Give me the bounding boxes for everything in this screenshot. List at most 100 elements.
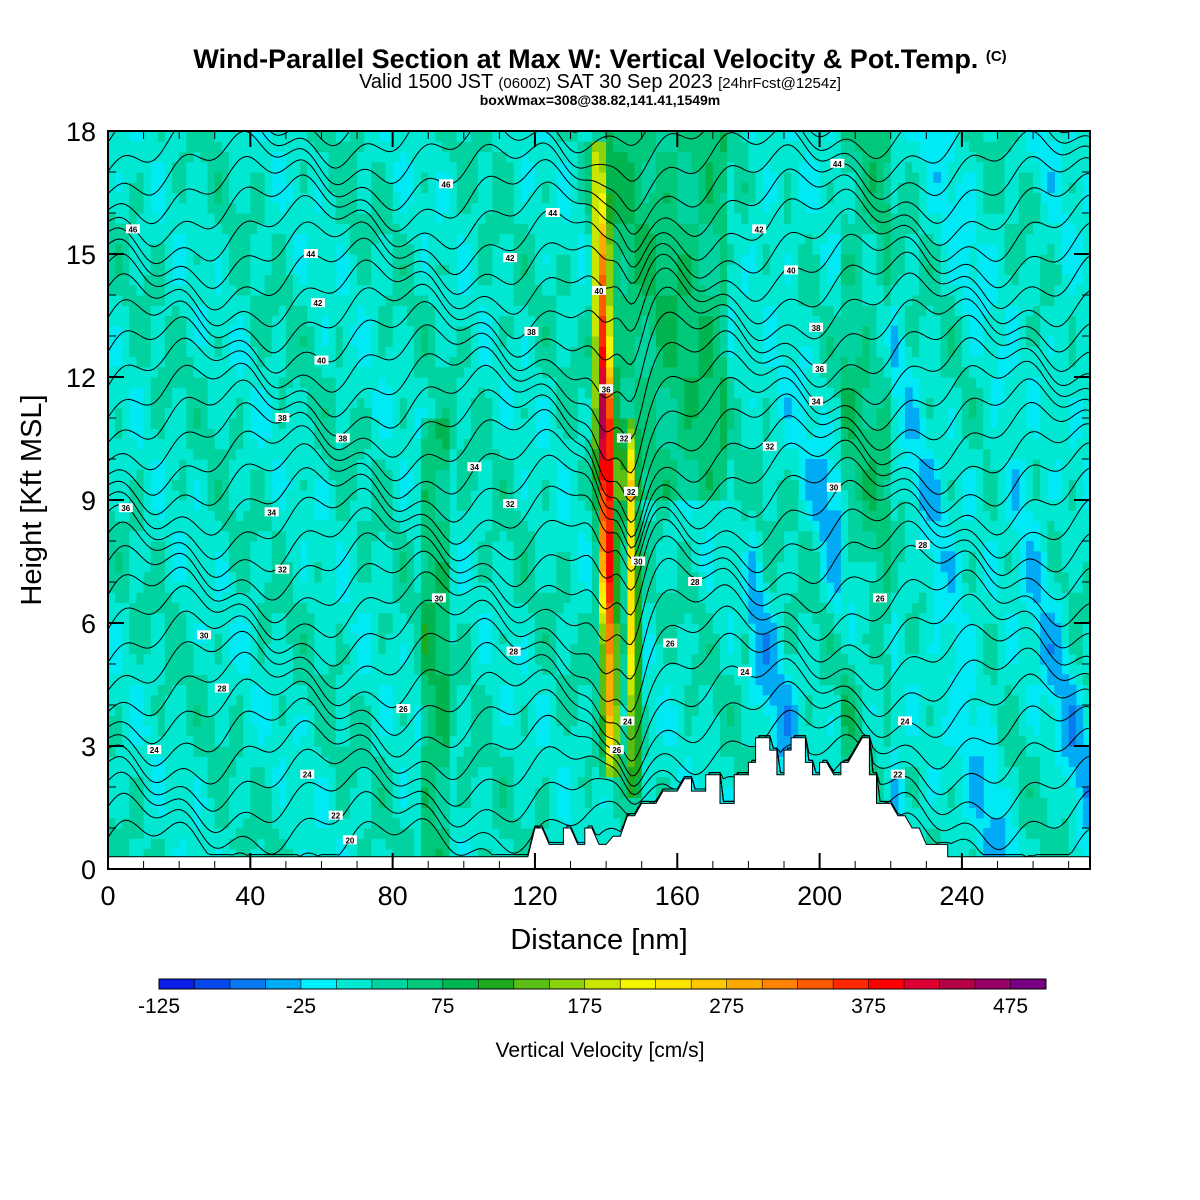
velocity-cell: [136, 674, 145, 686]
velocity-cell: [499, 807, 508, 819]
velocity-cell: [257, 541, 266, 552]
velocity-cell: [556, 571, 564, 583]
velocity-cell: [385, 325, 394, 337]
velocity-cell: [478, 469, 486, 481]
velocity-cell: [136, 448, 145, 460]
velocity-cell: [406, 418, 415, 429]
velocity-cell: [406, 305, 415, 317]
velocity-cell: [193, 172, 202, 183]
velocity-cell: [300, 418, 308, 429]
velocity-cell: [250, 787, 258, 798]
velocity-cell: [378, 469, 387, 481]
velocity-cell: [613, 571, 621, 583]
velocity-cell: [421, 694, 429, 706]
velocity-cell: [606, 756, 614, 768]
velocity-cell: [164, 561, 173, 573]
velocity-cell: [513, 674, 522, 686]
velocity-cell: [371, 694, 379, 706]
velocity-cell: [129, 264, 137, 276]
velocity-cell: [556, 305, 564, 317]
velocity-cell: [164, 776, 173, 788]
velocity-cell: [278, 438, 287, 450]
velocity-cell: [250, 500, 258, 511]
velocity-cell: [591, 151, 600, 163]
velocity-cell: [307, 489, 315, 501]
velocity-cell: [129, 325, 137, 337]
velocity-cell: [421, 551, 429, 563]
velocity-cell: [335, 787, 344, 798]
velocity-cell: [193, 161, 202, 173]
velocity-cell: [392, 592, 401, 604]
velocity-cell: [115, 705, 123, 716]
velocity-cell: [349, 438, 358, 450]
velocity-cell: [236, 131, 244, 142]
velocity-cell: [236, 602, 244, 614]
velocity-cell: [385, 592, 394, 604]
velocity-cell: [478, 172, 486, 183]
velocity-cell: [591, 623, 600, 634]
velocity-cell: [392, 571, 401, 583]
velocity-cell: [414, 510, 422, 522]
velocity-cell: [349, 428, 358, 440]
velocity-cell: [349, 674, 358, 686]
velocity-cell: [307, 161, 315, 173]
velocity-cell: [463, 756, 472, 768]
velocity-cell: [513, 838, 522, 850]
velocity-cell: [314, 377, 323, 388]
velocity-cell: [648, 243, 657, 255]
velocity-cell: [492, 233, 500, 245]
velocity-cell: [221, 192, 230, 204]
velocity-cell: [243, 551, 251, 563]
velocity-cell: [364, 305, 372, 317]
velocity-cell: [499, 776, 508, 788]
velocity-cell: [342, 346, 351, 358]
velocity-cell: [243, 448, 251, 460]
velocity-cell: [122, 582, 130, 593]
velocity-cell: [221, 448, 230, 460]
velocity-cell: [549, 510, 557, 522]
velocity-cell: [570, 756, 579, 768]
velocity-cell: [357, 202, 365, 214]
velocity-cell: [584, 653, 593, 665]
velocity-cell: [349, 612, 358, 624]
velocity-cell: [364, 848, 372, 860]
velocity-cell: [108, 213, 116, 224]
velocity-cell: [385, 151, 394, 163]
velocity-cell: [257, 582, 266, 593]
velocity-cell: [300, 213, 308, 224]
velocity-cell: [634, 694, 643, 706]
velocity-cell: [492, 407, 500, 419]
velocity-cell: [478, 438, 486, 450]
velocity-cell: [648, 469, 657, 481]
velocity-cell: [342, 387, 351, 399]
velocity-cell: [335, 295, 344, 306]
velocity-cell: [179, 172, 187, 183]
velocity-cell: [478, 705, 486, 716]
velocity-cell: [549, 315, 557, 327]
velocity-cell: [285, 735, 294, 747]
velocity-cell: [613, 295, 621, 306]
velocity-cell: [399, 520, 408, 532]
velocity-cell: [442, 735, 451, 747]
velocity-cell: [520, 705, 529, 716]
velocity-cell: [229, 561, 237, 573]
velocity-cell: [406, 223, 415, 235]
velocity-cell: [164, 797, 173, 809]
velocity-cell: [236, 428, 244, 440]
velocity-cell: [584, 315, 593, 327]
velocity-cell: [392, 766, 401, 778]
velocity-cell: [563, 264, 572, 276]
velocity-cell: [314, 612, 323, 624]
velocity-cell: [122, 694, 130, 706]
velocity-cell: [357, 213, 365, 224]
velocity-cell: [300, 325, 308, 337]
velocity-cell: [314, 274, 323, 286]
velocity-cell: [307, 284, 315, 296]
velocity-cell: [442, 766, 451, 778]
velocity-cell: [627, 530, 636, 542]
velocity-cell: [307, 356, 315, 368]
velocity-cell: [122, 254, 130, 265]
velocity-cell: [207, 561, 216, 573]
velocity-cell: [456, 295, 465, 306]
velocity-cell: [342, 161, 351, 173]
